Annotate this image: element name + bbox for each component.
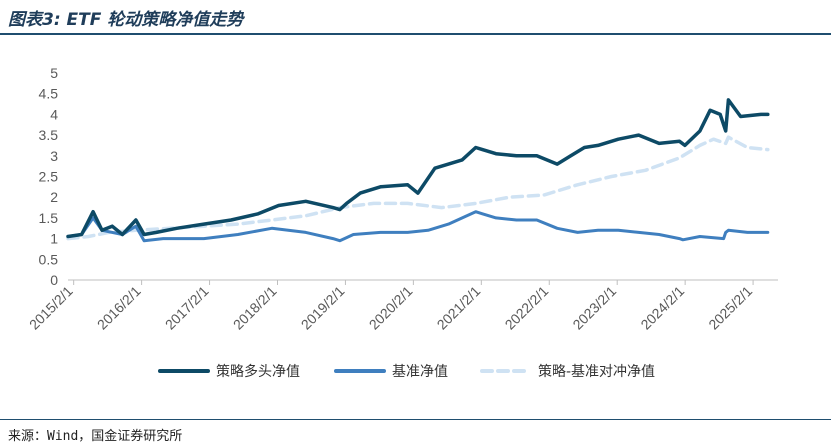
y-tick-label: 4.5: [39, 86, 59, 102]
legend-label-1: 策略多头净值: [216, 363, 300, 380]
series-line-2: [66, 210, 770, 243]
chart-series: [66, 98, 770, 243]
chart-axes: 0 0.5 1 1.5 2 2.5 3 3.5 4 4.5 5 2015/2/1 2016/2/1 201…: [26, 65, 778, 333]
legend-label-3: 策略-基准对冲净值: [538, 363, 655, 380]
y-tick-label: 1: [50, 231, 58, 247]
x-tick-label: 2022/2/1: [502, 283, 552, 333]
y-tick-label: 0.5: [39, 251, 59, 267]
x-tick-label: 2024/2/1: [637, 283, 687, 333]
y-tick-label: 2: [50, 189, 58, 205]
chart-legend: 策略多头净值 基准净值 策略-基准对冲净值: [158, 363, 655, 380]
figure-title: 图表3: ETF 轮动策略净值走势: [8, 10, 244, 30]
x-tick-label: 2017/2/1: [162, 283, 212, 333]
source-note: 来源：Wind，国金证券研究所: [8, 429, 183, 444]
y-tick-label: 1.5: [39, 210, 59, 226]
series-line-1: [66, 98, 770, 239]
y-tick-label: 4: [50, 106, 58, 122]
footer-divider: [0, 419, 831, 420]
x-tick-label: 2021/2/1: [434, 283, 484, 333]
y-tick-label: 0: [50, 272, 58, 288]
y-tick-label: 2.5: [39, 169, 59, 185]
x-tick-label: 2025/2/1: [705, 283, 755, 333]
y-tick-label: 3.5: [39, 127, 59, 143]
legend-label-2: 基准净值: [392, 363, 448, 380]
series-line-3: [66, 135, 770, 241]
x-tick-label: 2016/2/1: [94, 283, 144, 333]
x-tick-label: 2019/2/1: [298, 283, 348, 333]
x-tick-label: 2018/2/1: [230, 283, 280, 333]
title-divider: [0, 33, 831, 35]
x-tick-label: 2015/2/1: [26, 283, 76, 333]
x-tick-label: 2023/2/1: [569, 283, 619, 333]
x-tick-label: 2020/2/1: [366, 283, 416, 333]
y-tick-label: 3: [50, 148, 58, 164]
y-tick-label: 5: [50, 65, 58, 81]
